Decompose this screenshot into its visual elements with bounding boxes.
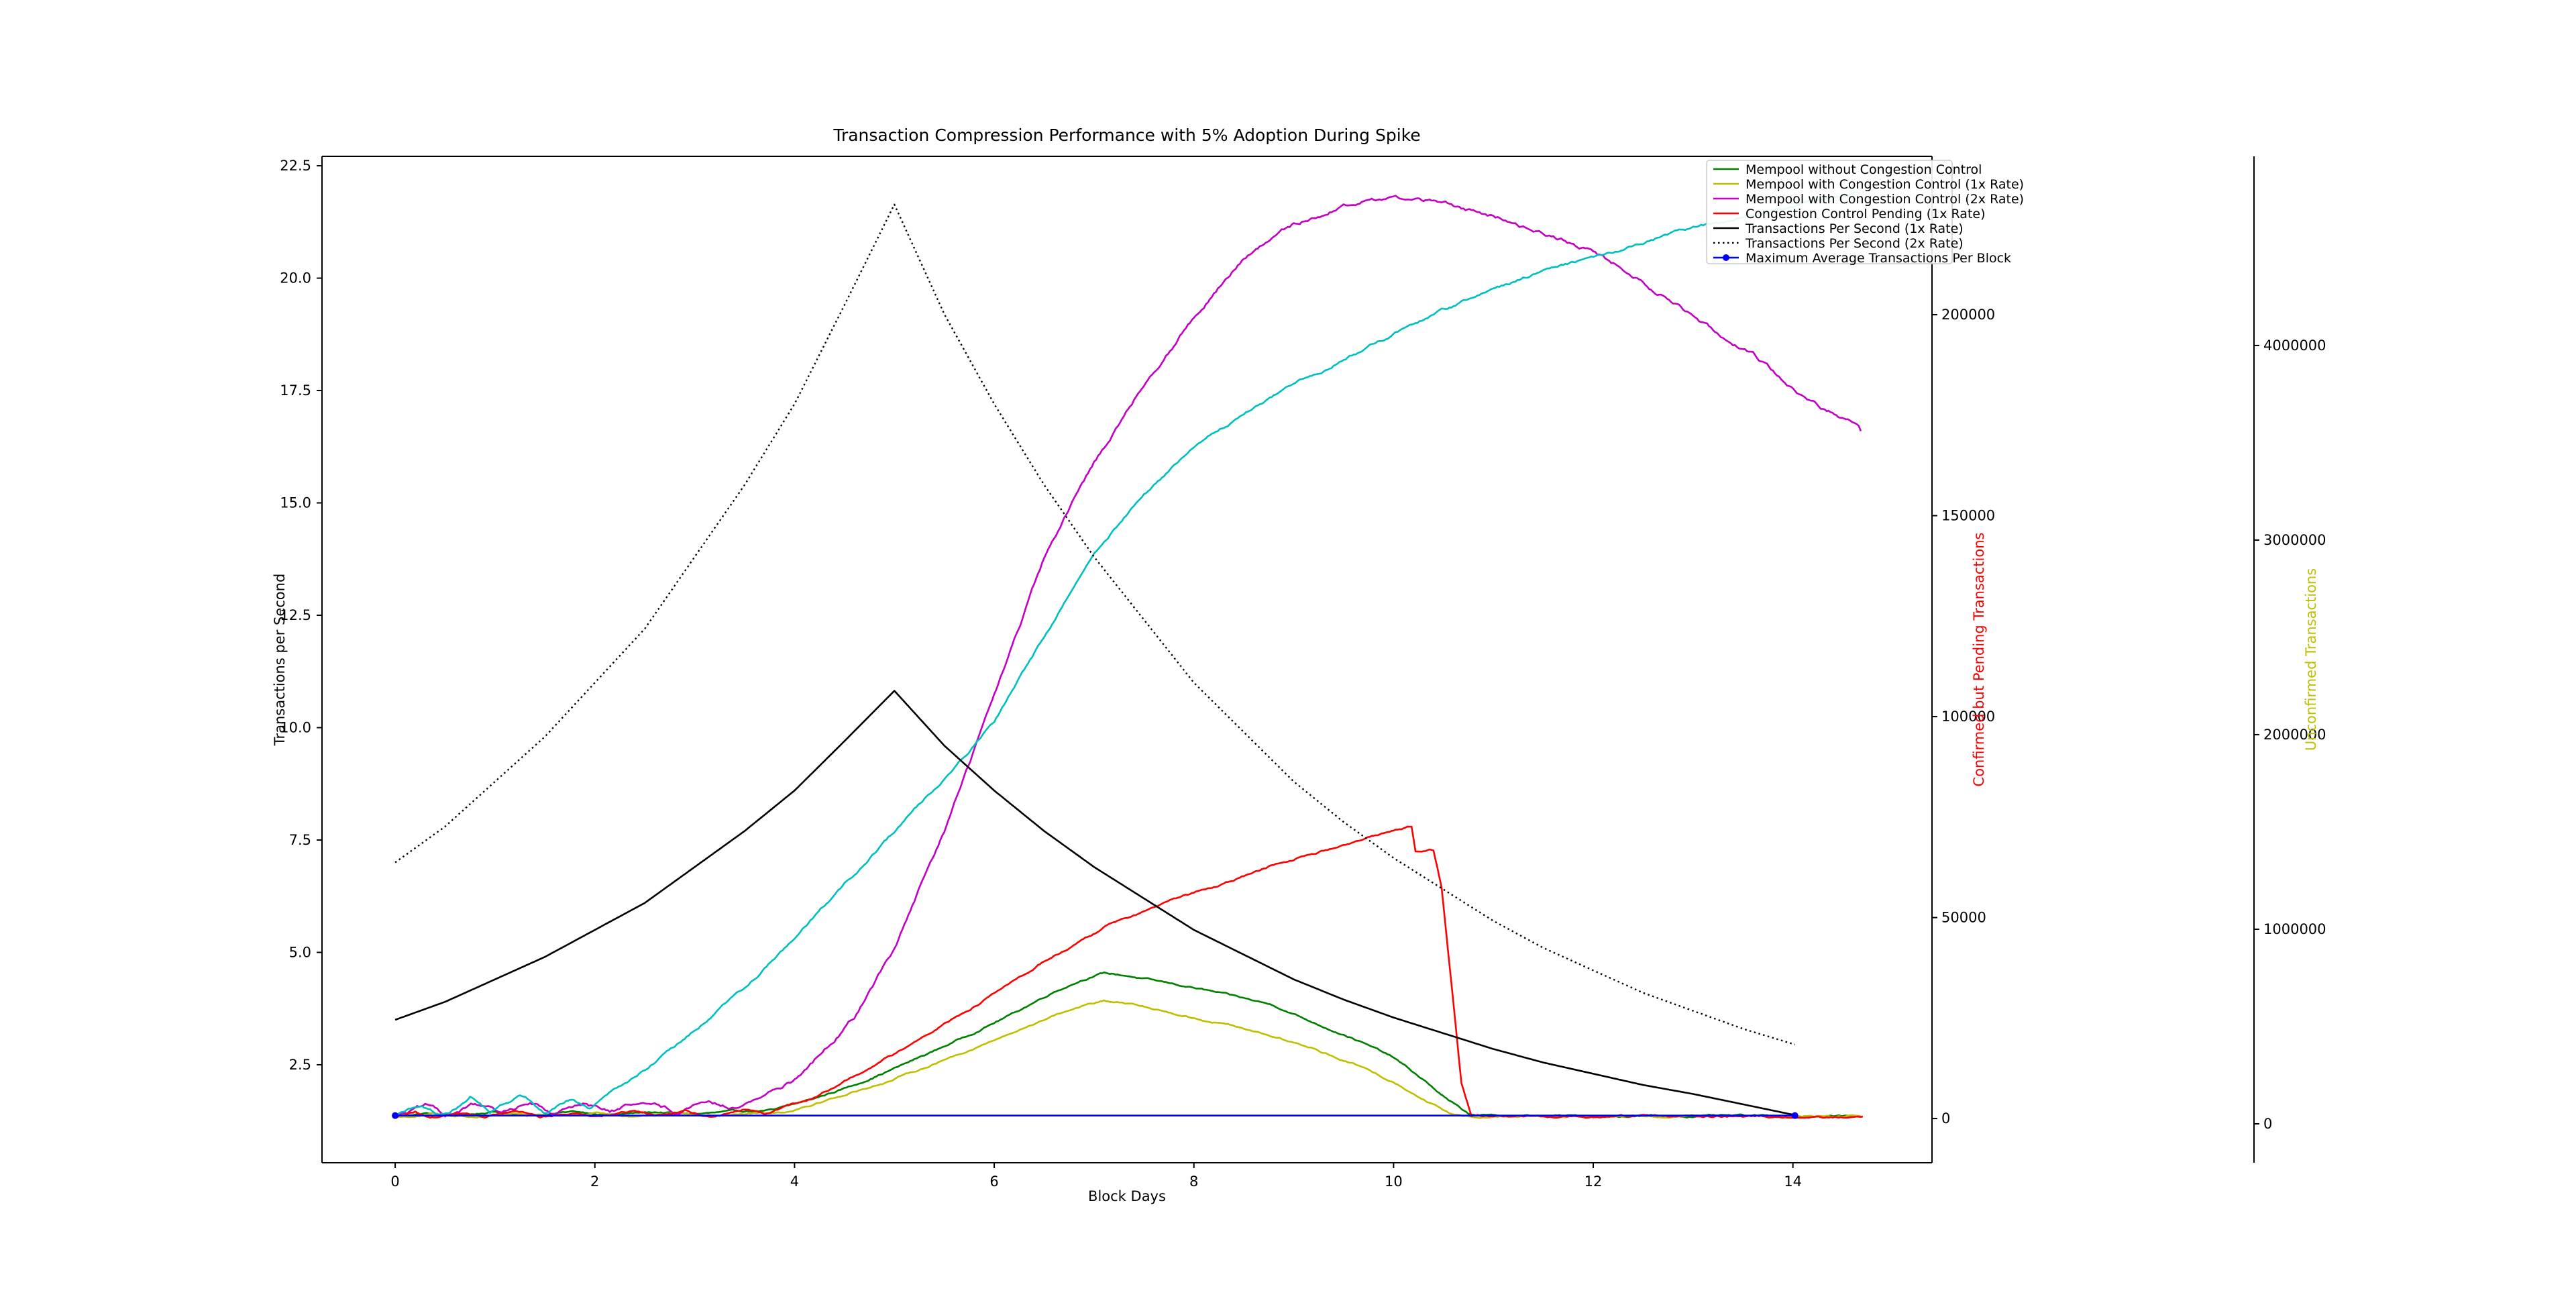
legend-sample-marker: [1723, 254, 1729, 261]
left-tick-label: 12.5: [280, 607, 311, 623]
series-line-tps-1x: [394, 690, 1795, 1116]
left-tick-label: 10.0: [280, 719, 311, 735]
legend-entry-label: Maximum Average Transactions Per Block: [1746, 251, 2011, 266]
series-line-congestion-control-pending-1x: [395, 825, 1864, 1119]
unconfirmed-axis-label: Unconfirmed Transactions: [2303, 568, 2319, 751]
left-tick-label: 5.0: [289, 944, 311, 960]
chart-title: Transaction Compression Performance with…: [833, 125, 1420, 145]
series-line-mempool-with-cc-1x: [394, 999, 1862, 1119]
unconfirmed-tick-label: 0: [2263, 1116, 2272, 1132]
x-tick-label: 10: [1385, 1173, 1403, 1190]
x-tick-label: 8: [1189, 1173, 1198, 1190]
x-tick-label: 4: [790, 1173, 799, 1190]
x-tick-label: 6: [989, 1173, 998, 1190]
left-tick-label: 20.0: [280, 270, 311, 286]
series-marker-max-avg-tx-per-block: [392, 1112, 399, 1119]
series-line-mempool-without-cc: [394, 972, 1862, 1118]
legend-entry-label: Mempool with Congestion Control (1x Rate…: [1746, 177, 2024, 192]
series-line-mempool-with-cc-2x: [394, 195, 1862, 1118]
x-axis-label: Block Days: [1088, 1188, 1166, 1204]
left-axis-label: Transactions per Second: [272, 574, 288, 747]
left-tick-label: 7.5: [289, 832, 311, 848]
series-marker-max-avg-tx-per-block: [1791, 1112, 1799, 1119]
left-tick-label: 17.5: [280, 382, 311, 399]
legend-box: [1706, 160, 1953, 264]
pending-tick-label: 50000: [1941, 910, 1986, 926]
unconfirmed-tick-label: 3000000: [2263, 532, 2326, 548]
x-tick-label: 2: [590, 1173, 599, 1190]
legend-entry-label: Transactions Per Second (1x Rate): [1745, 221, 1964, 236]
unconfirmed-tick-label: 1000000: [2263, 921, 2326, 937]
pending-tick-label: 100000: [1941, 709, 1995, 725]
x-tick-label: 14: [1784, 1173, 1802, 1190]
series-line-unlabeled-cyan-mempool: [394, 191, 1858, 1117]
pending-tick-label: 200000: [1941, 307, 1995, 323]
unconfirmed-tick-label: 4000000: [2263, 337, 2326, 354]
legend-entry-label: Transactions Per Second (2x Rate): [1745, 236, 1964, 251]
left-tick-label: 15.0: [280, 495, 311, 511]
series-line-tps-2x: [394, 203, 1796, 1045]
legend-entry-label: Congestion Control Pending (1x Rate): [1746, 207, 1986, 221]
x-tick-label: 0: [390, 1173, 399, 1190]
pending-tick-label: 0: [1941, 1110, 1950, 1127]
unconfirmed-tick-label: 2000000: [2263, 727, 2326, 743]
x-tick-label: 12: [1585, 1173, 1603, 1190]
pending-tick-label: 150000: [1941, 508, 1995, 524]
pending-axis-label: Confirmed but Pending Transactions: [1971, 533, 1987, 787]
left-tick-label: 2.5: [289, 1057, 311, 1073]
left-tick-label: 22.5: [280, 158, 311, 174]
legend-entry-label: Mempool without Congestion Control: [1746, 162, 1982, 177]
legend-entry-label: Mempool with Congestion Control (2x Rate…: [1746, 192, 2024, 207]
